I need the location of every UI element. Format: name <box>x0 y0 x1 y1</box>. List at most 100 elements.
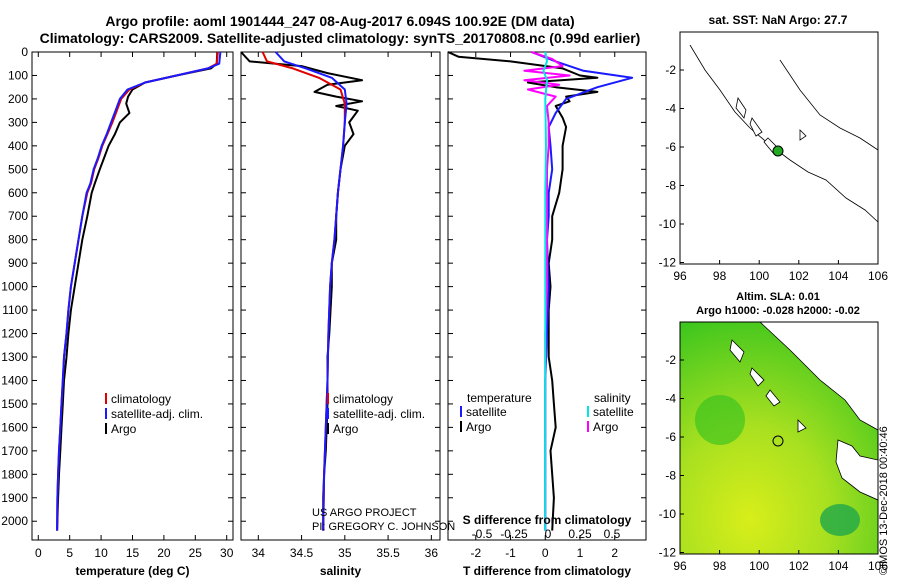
legend-label: Argo <box>466 420 492 434</box>
depth-tick-label: 600 <box>8 186 28 200</box>
x-tick-label: 35 <box>338 546 352 560</box>
salinity-xlabel: salinity <box>320 564 362 578</box>
depth-tick-label: 1900 <box>1 491 28 505</box>
x-tick-label: 0 <box>35 546 42 560</box>
credit-pi: PI: GREGORY C. JOHNSON <box>312 521 455 533</box>
map-bottom-anomaly-west <box>695 395 745 445</box>
depth-tick-label: 2000 <box>1 514 28 528</box>
map-y-tick-label: -4 <box>665 102 676 116</box>
series-satellite-adj-clim- <box>56 51 222 531</box>
depth-tick-label: 1800 <box>1 467 28 481</box>
map-x-tick-label: 96 <box>673 559 687 573</box>
series-satellite-adj-clim- <box>274 51 348 531</box>
map-x-tick-label: 98 <box>713 269 727 283</box>
s-diff-tick-label: -0.5 <box>472 527 493 541</box>
header-line1: Argo profile: aoml 1901444_247 08-Aug-20… <box>105 13 574 29</box>
x-tick-label: 15 <box>126 546 140 560</box>
map-x-tick-label: 104 <box>828 269 848 283</box>
map-x-tick-label: 100 <box>749 559 769 573</box>
map-bottom-land-java <box>835 439 878 501</box>
map-x-tick-label: 106 <box>868 269 888 283</box>
differences-xlabel: T difference from climatology <box>463 564 631 578</box>
legend-title-temperature: temperature <box>467 391 532 405</box>
depth-tick-label: 300 <box>8 115 28 129</box>
header-line2: Climatology: CARS2009. Satellite-adjuste… <box>40 30 641 46</box>
map-x-tick-label: 96 <box>673 269 687 283</box>
x-tick-label: 35.5 <box>376 546 400 560</box>
temperature-frame <box>31 51 234 541</box>
map-y-tick-label: -8 <box>665 179 676 193</box>
x-tick-label: 5 <box>66 546 73 560</box>
imos-watermark: ©IMOS 13-Dec-2018 00:40:46 <box>878 426 890 575</box>
salinity-panel: 34 34.5 35 35.5 36 salinity climatologysatelli… <box>240 51 441 578</box>
map-top-float-marker <box>772 145 784 157</box>
x-tick-label: 0 <box>542 546 549 560</box>
x-tick-label: 34 <box>252 546 266 560</box>
credit-project: US ARGO PROJECT <box>312 507 417 519</box>
map-y-tick-label: -6 <box>665 430 676 444</box>
legend-label: satellite-adj. clim. <box>333 407 425 421</box>
temperature-panel: 0100200300400500600700800900100011001200… <box>1 45 233 578</box>
x-tick-label: 34.5 <box>290 546 314 560</box>
depth-tick-label: 900 <box>8 256 28 270</box>
map-bottom-title2: Argo h1000: -0.028 h2000: -0.02 <box>696 305 860 317</box>
x-tick-label: 30 <box>220 546 234 560</box>
x-tick-label: -2 <box>470 546 481 560</box>
legend-label: Argo <box>593 420 619 434</box>
temperature-xlabel: temperature (deg C) <box>75 564 189 578</box>
depth-tick-label: 700 <box>8 209 28 223</box>
legend-label: satellite-adj. clim. <box>111 407 203 421</box>
map-y-tick-label: -10 <box>659 507 677 521</box>
map-x-tick-label: 102 <box>789 559 809 573</box>
legend-label: climatology <box>333 392 393 406</box>
map-bottom-frame <box>679 321 879 555</box>
map-bottom-islands <box>729 339 807 433</box>
map-x-tick-label: 102 <box>789 269 809 283</box>
x-tick-label: 36 <box>425 546 439 560</box>
x-tick-label: 20 <box>157 546 171 560</box>
s-diff-tick-label: -0.25 <box>500 527 528 541</box>
map-y-tick-label: -6 <box>665 140 676 154</box>
map-x-tick-label: 104 <box>828 559 848 573</box>
s-diff-tick-label: 0.25 <box>568 527 592 541</box>
map-bottom-low-anomaly <box>820 504 860 536</box>
map-top: 96 98 100 102 104 106 -2 -4 -6 -8 -10 -12 <box>659 31 889 283</box>
depth-tick-label: 400 <box>8 139 28 153</box>
map-bottom: 96 98 100 102 104 106 -2 -4 -6 -8 -10 -12 <box>659 321 889 573</box>
legend-label: satellite <box>593 405 634 419</box>
map-bottom-title1: Altim. SLA: 0.01 <box>736 291 820 303</box>
map-x-tick-label: 98 <box>713 559 727 573</box>
map-y-tick-label: -12 <box>659 256 677 270</box>
map-bottom-ticks: 96 98 100 102 104 106 -2 -4 -6 -8 -10 -12 <box>659 353 889 573</box>
map-y-tick-label: -10 <box>659 217 677 231</box>
map-y-tick-label: -4 <box>665 392 676 406</box>
map-y-tick-label: -8 <box>665 469 676 483</box>
legend-label: Argo <box>111 422 137 436</box>
map-x-tick-label: 106 <box>868 559 888 573</box>
depth-tick-label: 500 <box>8 162 28 176</box>
depth-tick-label: 1600 <box>1 420 28 434</box>
depth-tick-label: 1200 <box>1 327 28 341</box>
map-top-coast-inner <box>779 59 879 151</box>
x-tick-label: -1 <box>505 546 516 560</box>
legend-label: satellite <box>466 405 507 419</box>
depth-tick-label: 1700 <box>1 444 28 458</box>
depth-tick-label: 100 <box>8 68 28 82</box>
legend-title-salinity: salinity <box>594 391 631 405</box>
s-diff-tick-label: 0.5 <box>604 527 621 541</box>
map-x-tick-label: 100 <box>749 269 769 283</box>
map-top-ticks: 96 98 100 102 104 106 -2 -4 -6 -8 -10 -12 <box>659 63 889 283</box>
x-tick-label: 1 <box>577 546 584 560</box>
s-diff-label: S difference from climatology <box>463 513 632 527</box>
series-s-satellite <box>542 51 548 531</box>
series-t-argo <box>447 51 599 531</box>
difference-panel: -2 -1 0 1 2 T difference from climatology temp… <box>447 51 647 578</box>
legend-label: Argo <box>333 422 359 436</box>
depth-tick-label: 1100 <box>2 303 28 317</box>
depth-tick-label: 1500 <box>1 397 28 411</box>
depth-tick-label: 1000 <box>1 280 28 294</box>
x-tick-label: 10 <box>94 546 108 560</box>
depth-tick-label: 1400 <box>1 373 28 387</box>
x-tick-label: 2 <box>611 546 618 560</box>
